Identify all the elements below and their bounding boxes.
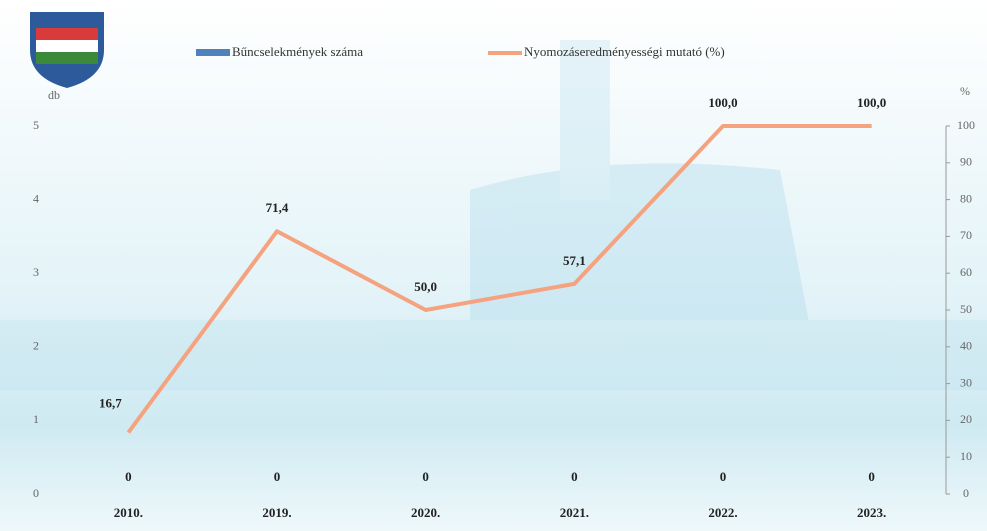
y2-tick-label: 60 [960,265,972,279]
y2-tick-label: 20 [960,412,972,426]
y-tick-label: 1 [33,412,39,426]
legend-swatch [196,49,230,56]
y2-tick-label: 50 [960,302,972,316]
y-tick-label: 5 [33,118,39,132]
bar-value-label: 0 [274,469,281,484]
bar-value-label: 0 [125,469,132,484]
line-value-label: 71,4 [266,200,289,215]
y2-tick-label: 10 [960,449,972,463]
bar-value-label: 0 [868,469,875,484]
y2-tick-label: 100 [957,118,975,132]
bar-value-label: 0 [571,469,578,484]
legend-label: Nyomozáseredményességi mutató (%) [524,44,725,59]
bar-value-label: 0 [422,469,429,484]
building-watermark [0,40,987,390]
line-value-label: 50,0 [414,279,437,294]
line-value-label: 100,0 [857,95,886,110]
x-tick-label: 2021. [560,505,589,520]
y-tick-label: 2 [33,339,39,353]
y2-axis-label: % [960,84,970,98]
x-tick-label: 2019. [262,505,291,520]
y-axis-label: db [48,88,60,102]
line-value-label: 100,0 [708,95,737,110]
y2-tick-label: 80 [960,191,972,205]
x-tick-label: 2023. [857,505,886,520]
x-tick-label: 2010. [114,505,143,520]
y2-tick-label: 40 [960,339,972,353]
logo [30,12,104,88]
line [126,124,872,434]
y2-tick-label: 0 [963,486,969,500]
bar-value-label: 0 [720,469,727,484]
y-tick-label: 4 [33,191,39,205]
x-tick-label: 2022. [708,505,737,520]
y-tick-label: 3 [33,265,39,279]
line-value-label: 57,1 [563,253,586,268]
y-tick-label: 0 [33,486,39,500]
line-value-label: 16,7 [99,396,122,411]
legend-label: Bűncselekmények száma [232,44,363,59]
y2-tick-label: 30 [960,375,972,389]
y2-tick-label: 70 [960,228,972,242]
x-tick-label: 2020. [411,505,440,520]
y2-tick-label: 90 [960,155,972,169]
